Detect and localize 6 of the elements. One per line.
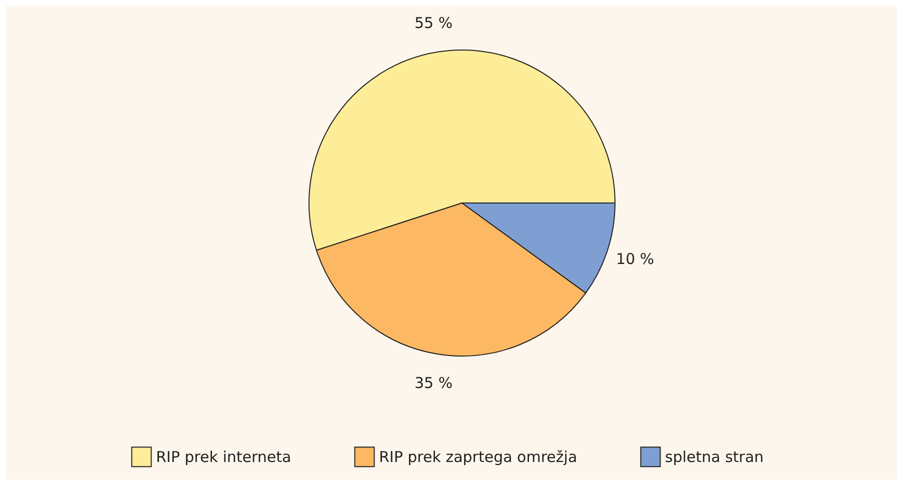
data-label: 35 % — [414, 374, 453, 392]
legend-label: RIP prek zaprtega omrežja — [379, 448, 578, 466]
legend-label: RIP prek interneta — [156, 448, 292, 466]
data-label: 10 % — [616, 250, 654, 268]
legend-label: spletna stran — [665, 448, 764, 466]
data-label: 55 % — [414, 14, 453, 32]
